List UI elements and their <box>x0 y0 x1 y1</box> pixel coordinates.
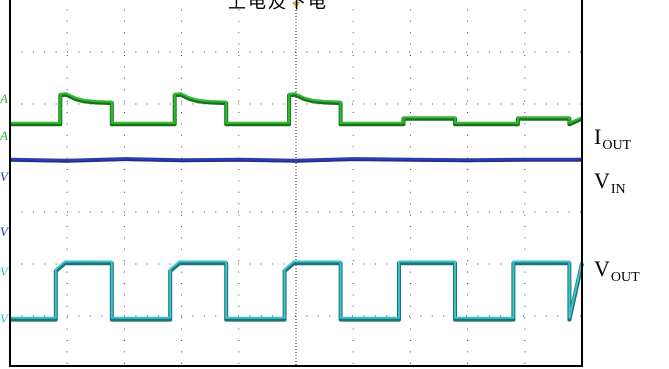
label-i-out: IOUT <box>594 126 631 157</box>
label-v-out: VOUT <box>594 258 640 289</box>
channel-marker: V <box>0 264 10 279</box>
label-v-out-main: V <box>594 256 610 281</box>
label-v-in-sub: IN <box>610 182 626 197</box>
trace-i-out <box>10 92 583 124</box>
trigger-marker-icon <box>292 2 300 8</box>
channel-marker: V <box>0 169 10 184</box>
channel-marker: A <box>0 128 8 143</box>
trace-v-in <box>9 157 582 163</box>
trace-v-in <box>9 159 582 163</box>
channel-marker: V <box>0 224 10 239</box>
label-v-in: VIN <box>594 170 626 201</box>
label-i-out-sub: OUT <box>602 138 632 153</box>
label-i-out-main: I <box>594 124 602 149</box>
traces <box>9 92 584 322</box>
label-v-out-sub: OUT <box>610 270 640 285</box>
channel-marker: A <box>0 91 8 106</box>
channel-markers: A A V V V V <box>0 91 10 326</box>
plot-frame <box>9 0 583 367</box>
channel-marker: V <box>0 311 10 326</box>
trace-v-out <box>10 260 583 319</box>
label-v-in-main: V <box>594 168 610 193</box>
header-text: 上电及下电 <box>228 0 328 12</box>
